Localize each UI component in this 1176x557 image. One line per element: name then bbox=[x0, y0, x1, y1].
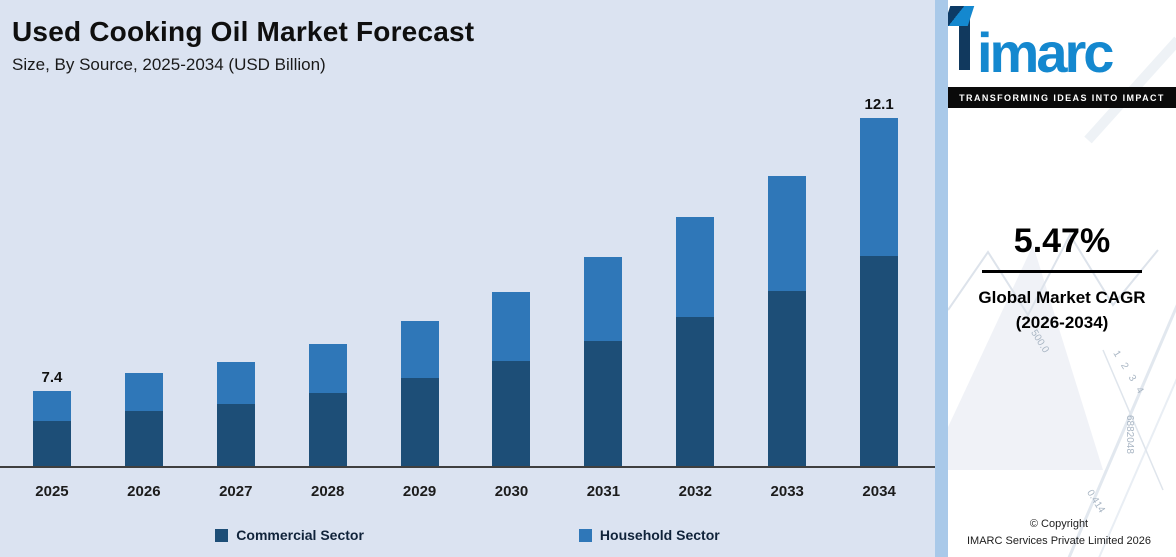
household-sector-segment bbox=[860, 118, 899, 256]
household-sector-segment bbox=[32, 391, 71, 421]
x-axis-label: 2033 bbox=[770, 483, 804, 500]
x-axis-label: 2034 bbox=[862, 483, 896, 500]
chart-title: Used Cooking Oil Market Forecast bbox=[12, 16, 475, 47]
stacked-bar bbox=[124, 373, 163, 466]
imarc-logo: imarc bbox=[943, 6, 1114, 85]
household-sector-segment bbox=[308, 344, 347, 393]
watermark-number: 6882048 bbox=[1124, 415, 1135, 454]
bar-group-2030 bbox=[466, 292, 558, 466]
stacked-bar bbox=[32, 391, 71, 466]
x-axis-label: 2025 bbox=[35, 483, 69, 500]
logo-tagline: TRANSFORMING IDEAS INTO IMPACT bbox=[948, 87, 1176, 108]
legend-item: Household Sector bbox=[578, 527, 720, 543]
bar-group-2032 bbox=[649, 217, 741, 466]
bar-group-2027 bbox=[190, 362, 282, 466]
household-sector-segment bbox=[492, 292, 531, 361]
logo-wordmark: imarc bbox=[977, 21, 1114, 85]
x-axis-label: 2026 bbox=[127, 483, 161, 500]
commercial-sector-segment bbox=[216, 404, 255, 466]
x-axis-line bbox=[0, 466, 935, 468]
stacked-bar bbox=[768, 176, 807, 466]
legend-item: Commercial Sector bbox=[215, 527, 364, 543]
household-sector-segment bbox=[124, 373, 163, 411]
household-sector-segment bbox=[216, 362, 255, 404]
x-axis-label: 2027 bbox=[219, 483, 253, 500]
chart-subtitle: Size, By Source, 2025-2034 (USD Billion) bbox=[12, 55, 326, 74]
logo-bar-icon bbox=[959, 12, 970, 70]
chart-panel: Used Cooking Oil Market Forecast Size, B… bbox=[0, 0, 935, 557]
bar-total-label: 7.4 bbox=[41, 369, 63, 386]
cagr-label-line1: Global Market CAGR bbox=[978, 288, 1146, 307]
side-panel: 500.0 1 2 3 4 6882048 0.414 imarc TRANSF… bbox=[935, 0, 1176, 557]
stacked-bar bbox=[400, 321, 439, 466]
legend-swatch-icon bbox=[215, 528, 229, 542]
commercial-sector-segment bbox=[32, 421, 71, 466]
bar-chart-plot-area: 7.4 12.1 bbox=[6, 36, 925, 466]
copyright-line2: IMARC Services Private Limited 2026 bbox=[966, 534, 1151, 547]
x-axis-label: 2029 bbox=[402, 483, 437, 500]
commercial-sector-segment bbox=[584, 341, 623, 466]
copyright-notice: © Copyright IMARC Services Private Limit… bbox=[948, 516, 1170, 549]
chart-header: Used Cooking Oil Market Forecast Size, B… bbox=[12, 16, 474, 75]
bar-group-2026 bbox=[98, 373, 190, 466]
bar-group-2031 bbox=[557, 257, 649, 466]
bar-group-2033 bbox=[741, 176, 833, 466]
stacked-bar bbox=[676, 217, 715, 466]
commercial-sector-segment bbox=[124, 411, 163, 466]
bar-group-2029 bbox=[374, 321, 466, 466]
household-sector-segment bbox=[584, 257, 623, 341]
x-axis-label: 2032 bbox=[678, 483, 712, 500]
stacked-bar bbox=[216, 362, 255, 466]
x-axis-label: 2030 bbox=[494, 483, 529, 500]
watermark-number: 0.414 bbox=[1084, 487, 1107, 516]
bar-group-2025: 7.4 bbox=[6, 369, 98, 466]
chart-legend: Commercial Sector Household Sector bbox=[0, 527, 935, 543]
stacked-bar bbox=[860, 118, 899, 466]
legend-label: Household Sector bbox=[599, 527, 720, 543]
commercial-sector-segment bbox=[768, 291, 807, 466]
cagr-underline bbox=[982, 270, 1142, 273]
stacked-bar bbox=[584, 257, 623, 466]
legend-swatch-icon bbox=[578, 528, 592, 542]
cagr-value: 5.47% bbox=[1013, 222, 1111, 260]
watermark-number: 1 2 3 4 bbox=[1110, 348, 1148, 399]
cagr-label-line2: (2026-2034) bbox=[1015, 312, 1109, 332]
x-axis-labels: 2025 2026 2027 2028 2029 2030 2031 2032 2033 2034 bbox=[6, 483, 925, 500]
commercial-sector-segment bbox=[860, 256, 899, 466]
commercial-sector-segment bbox=[676, 317, 715, 466]
side-panel-accent-stripe bbox=[935, 0, 948, 557]
cagr-block: 5.47% Global Market CAGR (2026-2034) bbox=[948, 222, 1176, 335]
household-sector-segment bbox=[676, 217, 715, 317]
bar-total-label: 12.1 bbox=[864, 96, 894, 113]
commercial-sector-segment bbox=[400, 378, 439, 466]
x-axis-label: 2031 bbox=[586, 483, 621, 500]
stacked-bar bbox=[492, 292, 531, 466]
stacked-bar bbox=[308, 344, 347, 466]
household-sector-segment bbox=[768, 176, 807, 291]
bar-group-2034: 12.1 bbox=[833, 96, 925, 466]
commercial-sector-segment bbox=[492, 361, 531, 466]
x-axis-label: 2028 bbox=[310, 483, 345, 500]
legend-label: Commercial Sector bbox=[236, 527, 364, 543]
commercial-sector-segment bbox=[308, 393, 347, 466]
copyright-line1: © Copyright bbox=[1029, 518, 1089, 530]
bar-group-2028 bbox=[282, 344, 374, 466]
household-sector-segment bbox=[400, 321, 439, 378]
